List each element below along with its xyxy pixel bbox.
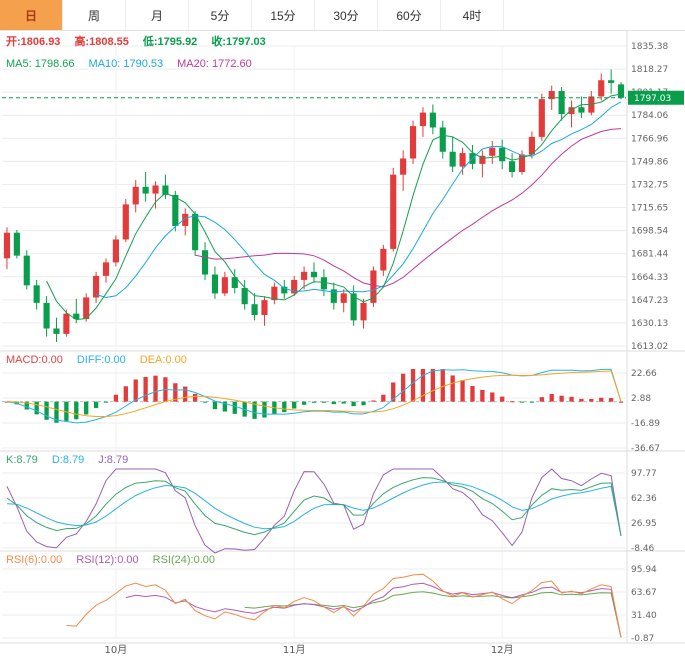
month-label: 10月 — [105, 644, 128, 656]
rsi-axis-label: 63.67 — [631, 588, 657, 598]
rsi-axis-label: 95.94 — [631, 565, 657, 575]
grid-layer — [0, 31, 685, 644]
timeframe-tab-5[interactable]: 15分 — [252, 0, 315, 30]
price-axis-label: 1715.65 — [631, 204, 668, 214]
price-axis-label: 1681.44 — [631, 250, 668, 260]
price-axis-label: 1784.06 — [631, 111, 668, 121]
current-price-text: 1797.03 — [634, 94, 671, 104]
macd-axis-label: -16.89 — [631, 419, 660, 429]
timeframe-tab-1[interactable]: 日 — [0, 0, 63, 30]
price-axis-label: 1835.38 — [631, 42, 668, 52]
price-axis-label: 1766.96 — [631, 134, 668, 144]
timeframe-tab-2[interactable]: 周 — [63, 0, 126, 30]
kdj-axis-label: -8.46 — [631, 544, 655, 554]
chart-canvas[interactable]: 1835.381818.271801.171784.061766.961749.… — [0, 31, 685, 672]
price-axis-label: 1630.13 — [631, 319, 668, 329]
axis-layer: 1835.381818.271801.171784.061766.961749.… — [105, 42, 684, 656]
kdj-axis-label: 62.36 — [631, 494, 657, 504]
price-axis-label: 1818.27 — [631, 65, 668, 75]
timeframe-tab-6[interactable]: 30分 — [315, 0, 378, 30]
kdj-axis-label: 26.95 — [631, 519, 657, 529]
price-axis-label: 1698.54 — [631, 227, 668, 237]
price-axis-label: 1749.86 — [631, 157, 668, 167]
kdj-axis-label: 97.77 — [631, 469, 657, 479]
timeframe-tab-7[interactable]: 60分 — [378, 0, 441, 30]
timeframe-tab-8[interactable]: 4时 — [441, 0, 504, 30]
month-label: 12月 — [491, 644, 514, 656]
price-axis-label: 1732.75 — [631, 180, 668, 190]
month-label: 11月 — [283, 644, 306, 656]
price-axis-label: 1664.33 — [631, 273, 668, 283]
price-axis-label: 1647.23 — [631, 296, 668, 306]
macd-axis-label: 22.66 — [631, 369, 657, 379]
price-axis-label: 1613.02 — [631, 342, 668, 352]
macd-axis-label: 2.88 — [631, 394, 651, 404]
current-price-badge — [628, 90, 684, 105]
timeframe-toolbar: 日周月 5分 15分 30分 60分 4时 — [0, 0, 685, 31]
rsi-axis-label: -0.87 — [631, 634, 654, 644]
rsi-axis-label: 31.40 — [631, 611, 657, 621]
macd-axis-label: -36.67 — [631, 444, 660, 454]
plot-layer — [2, 69, 626, 638]
timeframe-tab-3[interactable]: 月 — [126, 0, 189, 30]
chart-area[interactable]: 1835.381818.271801.171784.061766.961749.… — [0, 31, 685, 672]
timeframe-tab-4[interactable]: 5分 — [189, 0, 252, 30]
